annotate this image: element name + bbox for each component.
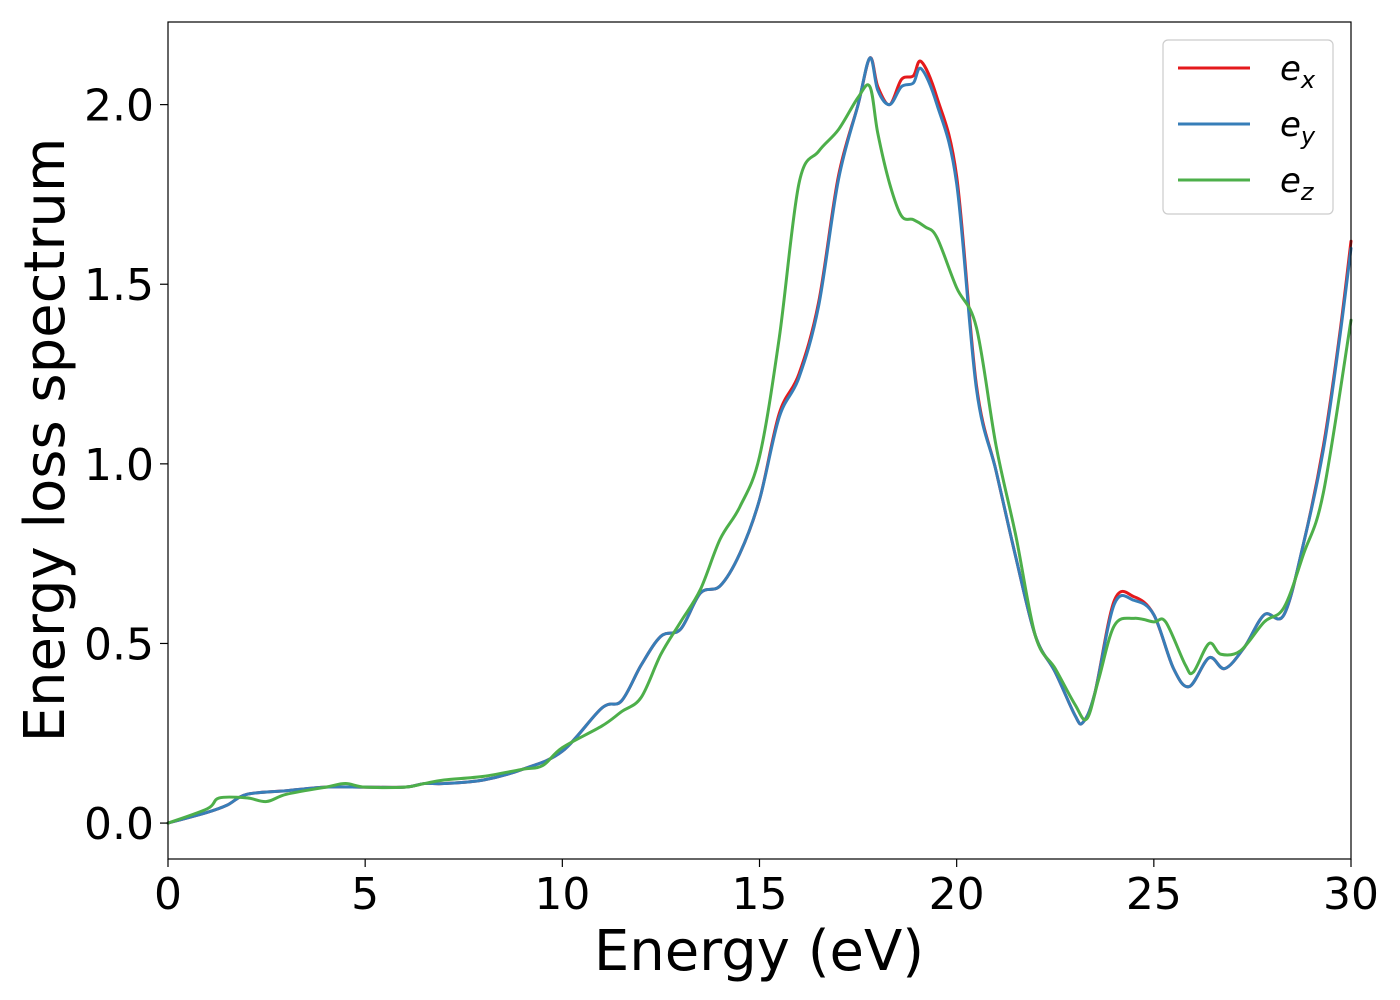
y-tick-label: 0.0 [84, 799, 154, 850]
x-tick-label: 0 [154, 869, 182, 920]
x-tick-label: 5 [351, 869, 379, 920]
legend-box [1162, 39, 1334, 215]
legend-label-ez: ez [1280, 161, 1315, 206]
x-tick-label: 20 [929, 869, 985, 920]
series-line-ez [166, 83, 1353, 825]
y-tick-label: 2.0 [84, 81, 154, 132]
legend: ex ey ez [1162, 39, 1334, 215]
y-axis: 0.0 0.5 1.0 1.5 2.0 [84, 81, 168, 850]
x-axis: 0 5 10 15 20 25 30 [154, 859, 1379, 920]
x-tick-label: 25 [1126, 869, 1182, 920]
x-axis-label: Energy (eV) [594, 919, 924, 984]
legend-label-ey: ey [1280, 105, 1316, 150]
y-tick-label: 1.5 [84, 260, 154, 311]
x-tick-label: 10 [534, 869, 590, 920]
y-tick-label: 1.0 [84, 440, 154, 491]
x-tick-label: 15 [732, 869, 788, 920]
legend-label-ex: ex [1280, 49, 1316, 94]
series-layer [166, 56, 1353, 825]
legend-items: ex ey ez [1178, 49, 1316, 206]
y-tick-label: 0.5 [84, 619, 154, 670]
x-tick-label: 30 [1323, 869, 1379, 920]
series-line-ey [166, 56, 1353, 825]
y-axis-label: Energy loss spectrum [13, 138, 78, 743]
